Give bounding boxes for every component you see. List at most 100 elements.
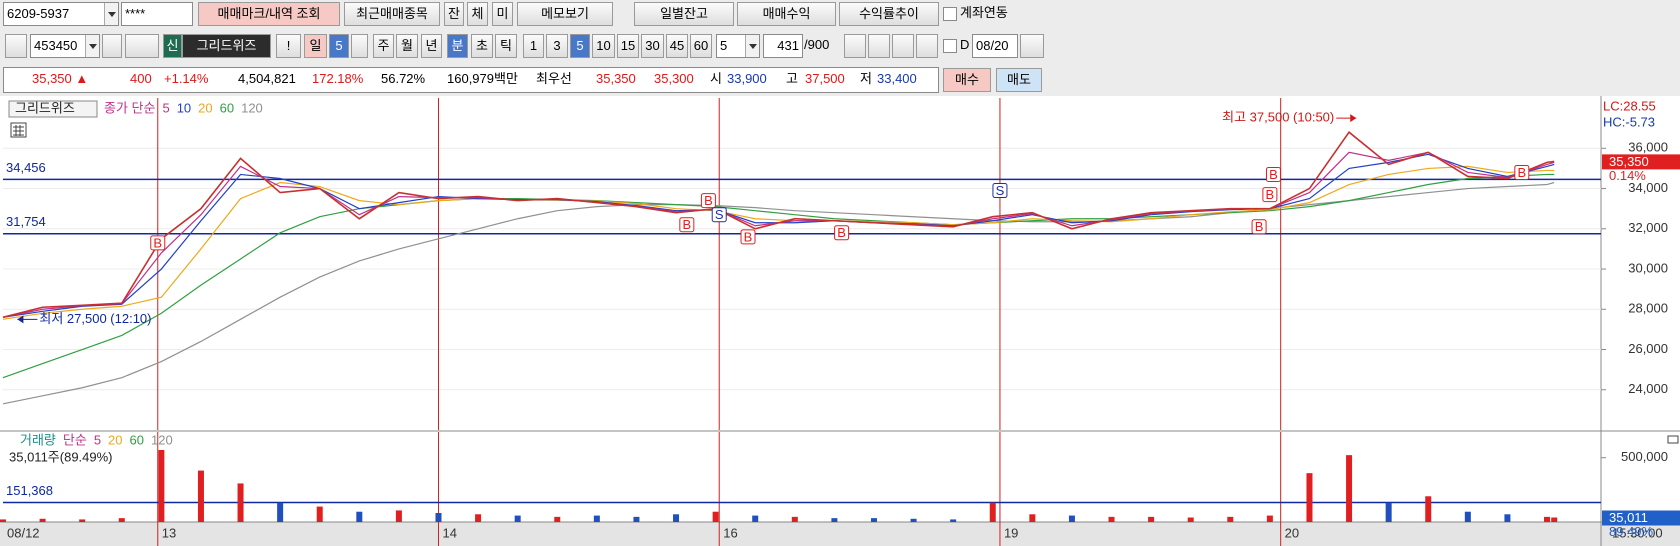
trade-marker <box>992 183 1008 199</box>
legend-entry: 20 <box>198 100 212 115</box>
period-button[interactable]: 3 <box>546 34 568 58</box>
reference-label: 34,456 <box>6 160 46 175</box>
volume-bar <box>1187 517 1194 522</box>
buy-button[interactable]: 매수 <box>943 68 991 92</box>
open-label: 시 <box>710 71 722 86</box>
return-trend-button[interactable]: 수익률추이 <box>839 2 939 26</box>
minute-button[interactable]: 분 <box>447 34 468 58</box>
filled-button[interactable]: 체 <box>467 2 488 26</box>
turnover-ratio: 56.72% <box>381 71 426 86</box>
panel-button[interactable] <box>1667 435 1679 444</box>
search-icon[interactable] <box>102 34 122 58</box>
account-link-label: 계좌연동 <box>960 5 1008 20</box>
trade-marker-label: B <box>153 235 162 250</box>
volume-bar <box>633 516 640 522</box>
volume-bar <box>791 516 798 522</box>
x-axis-band <box>0 522 1680 546</box>
bar-total: /900 <box>804 37 830 52</box>
account-select[interactable]: 6209-5937 <box>3 2 119 26</box>
period-button[interactable]: 1 <box>523 34 544 58</box>
settings-icon[interactable] <box>916 34 938 58</box>
tick-button[interactable]: 틱 <box>495 34 517 58</box>
day-button[interactable]: 일 <box>304 34 327 58</box>
month-button[interactable]: 월 <box>396 34 418 58</box>
open-price: 33,900 <box>727 71 767 86</box>
chart-background <box>0 96 1680 546</box>
best-quote-label: 최우선 <box>536 71 572 86</box>
trade-marker-label: B <box>704 193 713 208</box>
legend-entry: 60 <box>220 100 234 115</box>
sell-button[interactable]: 매도 <box>996 68 1042 92</box>
week-button[interactable]: 주 <box>373 34 394 58</box>
trade-marker <box>711 207 727 223</box>
volume-bar <box>831 518 838 522</box>
trade-marker <box>1251 219 1267 235</box>
code-select[interactable]: 453450 <box>30 34 100 58</box>
volume-bar <box>1306 473 1313 522</box>
trade-profit-button[interactable]: 매매수익 <box>737 2 836 26</box>
trade-marker-label: B <box>1269 167 1278 182</box>
tool-icon[interactable] <box>868 34 890 58</box>
password-input[interactable]: **** <box>121 2 193 26</box>
day-count[interactable]: 5 <box>329 34 349 58</box>
volume-bar <box>395 510 402 522</box>
period-button[interactable]: 5 <box>570 34 590 58</box>
legend-entry: 120 <box>241 100 263 115</box>
volume-bar <box>593 515 600 522</box>
volume-bar <box>197 470 204 522</box>
volume-summary: 35,011주(89.49%) <box>9 449 113 464</box>
new-badge[interactable]: 신 <box>163 34 182 58</box>
volume-legend-entry: 단순 <box>63 432 87 447</box>
reference-label: 151,368 <box>6 483 53 498</box>
volume-bar <box>475 514 482 522</box>
y-tick-label: 30,000 <box>1628 260 1668 275</box>
balance-button[interactable]: 잔 <box>444 2 464 26</box>
stock-name[interactable]: 그리드위즈 <box>182 34 271 58</box>
best-bid: 35,300 <box>654 71 694 86</box>
period-button[interactable]: 15 <box>617 34 639 58</box>
trade-mark-button[interactable]: 매매마크/내역 조회 <box>198 2 340 26</box>
memo-button[interactable]: 메모보기 <box>517 2 613 26</box>
account-link-checkbox[interactable] <box>943 7 957 21</box>
date-checkbox[interactable] <box>943 39 957 53</box>
period-button[interactable]: 45 <box>666 34 688 58</box>
recent-items-button[interactable]: 최근매매종목 <box>344 2 440 26</box>
volume-bar <box>1148 516 1155 522</box>
period-value: 5 <box>720 38 728 53</box>
sound-icon[interactable] <box>125 34 159 58</box>
y-tick-label: 32,000 <box>1628 220 1668 235</box>
daily-balance-button[interactable]: 일별잔고 <box>634 2 734 26</box>
period-button[interactable]: 60 <box>690 34 712 58</box>
tool-icon[interactable] <box>844 34 866 58</box>
volume-bar <box>673 514 680 522</box>
time-label: 15:30:00 <box>1612 525 1663 540</box>
period-button[interactable]: 10 <box>592 34 615 58</box>
annotation-arrowhead <box>17 315 24 324</box>
save-icon[interactable] <box>892 34 914 58</box>
trade-marker <box>740 229 756 245</box>
period-select[interactable]: 5 <box>716 34 760 58</box>
volume-bar <box>1551 517 1558 522</box>
volume-bar <box>752 515 759 522</box>
day-count-arrow[interactable] <box>351 34 368 58</box>
calendar-icon[interactable] <box>1020 34 1044 58</box>
second-button[interactable]: 초 <box>471 34 493 58</box>
date-input[interactable]: 08/20 <box>972 34 1018 58</box>
price-line <box>2 131 1555 319</box>
trade-marker-label: S <box>715 207 724 222</box>
layout-icon[interactable] <box>5 34 27 58</box>
grid-icon-lines <box>13 125 24 136</box>
y-tick-label: 28,000 <box>1628 301 1668 316</box>
year-button[interactable]: 년 <box>421 34 442 58</box>
alert-button[interactable]: ! <box>276 34 301 58</box>
trade-marker-label: B <box>837 225 846 240</box>
trade-marker-label: B <box>744 229 753 244</box>
bar-count[interactable]: 431 <box>763 34 803 58</box>
volume-bar <box>118 518 125 522</box>
x-tick-label: 13 <box>162 525 176 540</box>
annotation-arrowhead <box>1350 114 1357 123</box>
unfilled-button[interactable]: 미 <box>492 2 513 26</box>
period-button[interactable]: 30 <box>641 34 664 58</box>
